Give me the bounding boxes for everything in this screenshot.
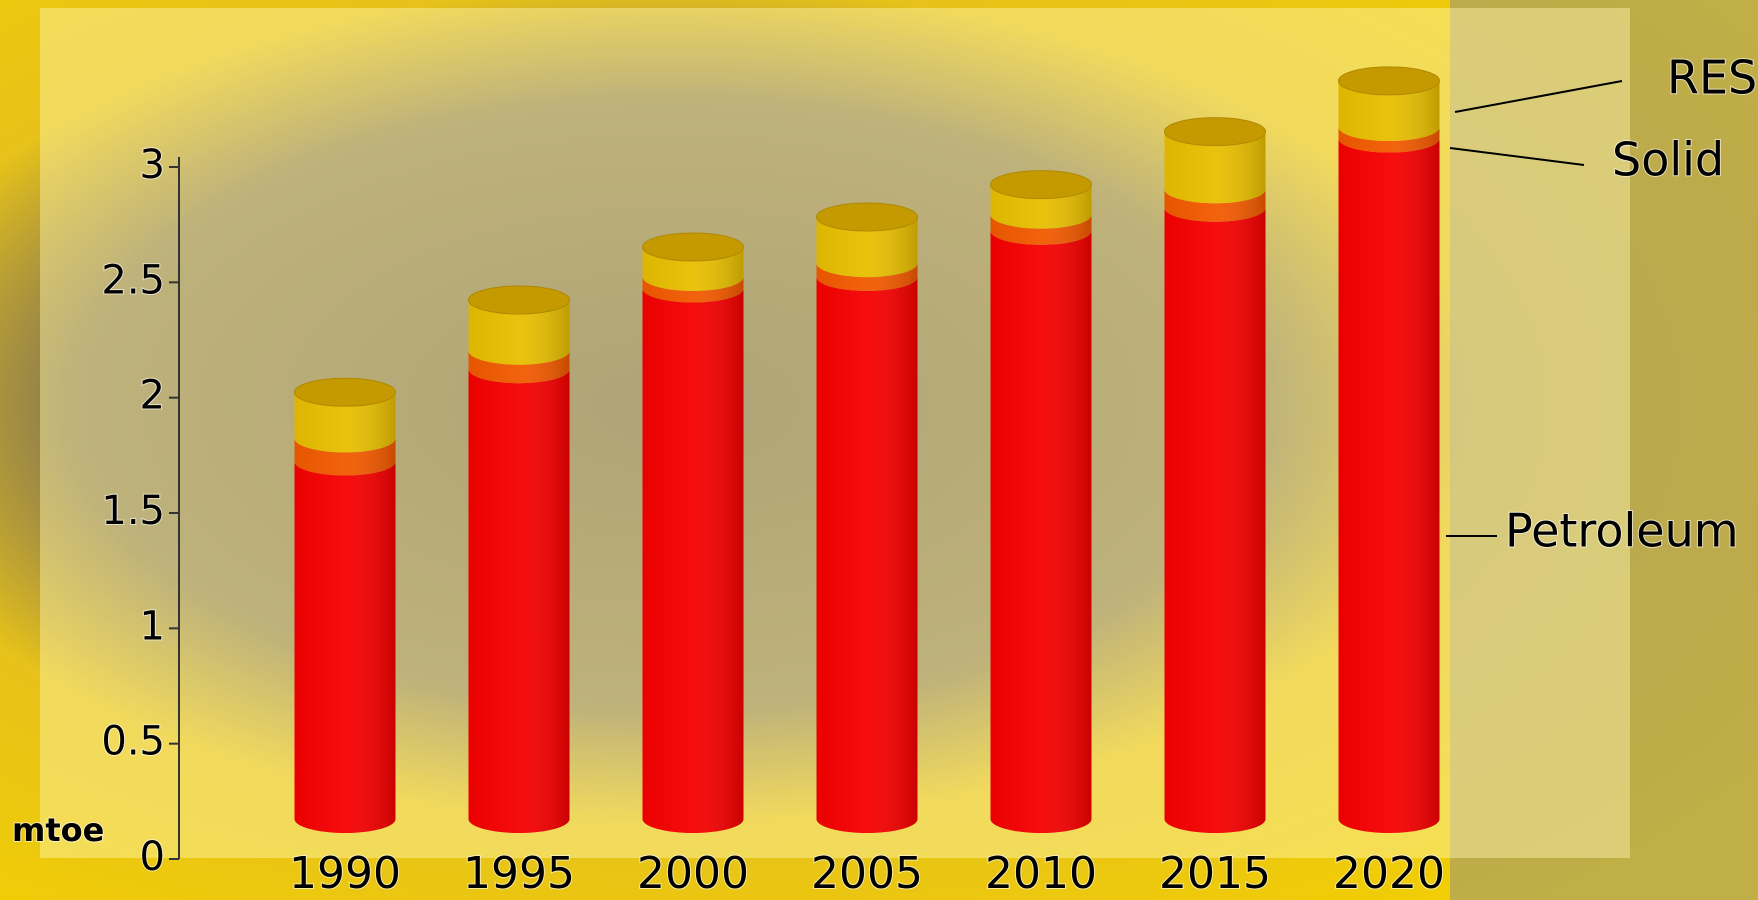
y-tick-label: 0 [140,834,165,880]
legend-label: RES [1667,51,1757,105]
bar-cap [1165,118,1266,146]
y-axis-label: mtoe [12,811,104,849]
bar-cap [991,171,1092,199]
x-tick-label: 2000 [637,848,749,899]
legend-label: Solid [1612,133,1724,187]
bar-shade [1165,208,1266,833]
bar-cap [295,378,396,406]
chart: mtoe 0 0.5 1 1.5 2 2.5 3 1990 1995 2000 2005 2010 20… [0,0,1758,900]
x-tick-label: 2020 [1333,848,1445,899]
bar-cap [469,286,570,314]
x-tick-label: 2015 [1159,848,1271,899]
bar-shade [991,231,1092,833]
x-tick-label: 1995 [463,848,575,899]
y-tick-label: 1 [140,603,165,649]
y-tick-label: 1.5 [101,488,165,534]
page: mtoe 0 0.5 1 1.5 2 2.5 3 1990 1995 2000 2005 2010 20… [0,0,1758,900]
bar-shade [469,369,570,833]
legend-label: Petroleum [1505,504,1739,558]
bar-cap [1339,67,1440,95]
bar-shade [295,461,396,833]
bar-cap [817,203,918,231]
bar-shade [816,277,917,833]
bar-cap [643,233,744,261]
bar-shade [643,288,744,833]
y-tick-label: 2.5 [101,257,165,303]
y-tick-label: 0.5 [101,719,165,765]
x-tick-label: 2010 [985,848,1097,899]
y-tick-label: 3 [140,142,165,188]
y-tick-label: 2 [140,373,165,419]
x-tick-label: 2005 [811,848,923,899]
bar-shade [1339,139,1440,833]
x-tick-label: 1990 [289,848,401,899]
